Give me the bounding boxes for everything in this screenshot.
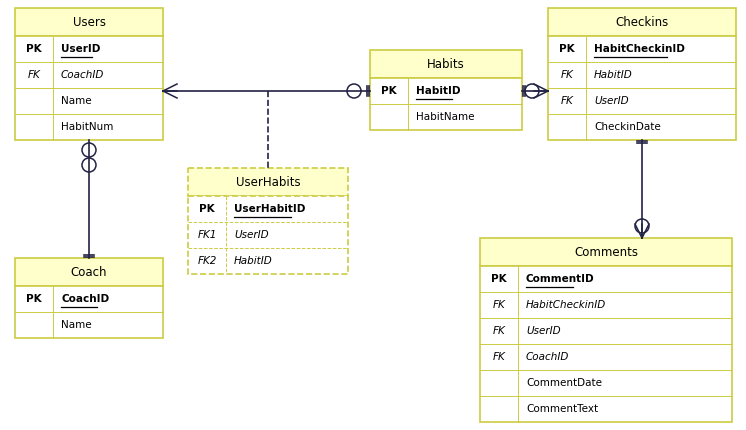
Text: PK: PK <box>381 86 397 96</box>
Text: UserHabits: UserHabits <box>236 175 301 188</box>
Text: FK: FK <box>561 96 574 106</box>
Text: HabitCheckinID: HabitCheckinID <box>526 300 606 310</box>
Text: UserID: UserID <box>526 326 561 336</box>
Bar <box>480 266 732 422</box>
Text: UserID: UserID <box>594 96 629 106</box>
Text: HabitName: HabitName <box>416 112 474 122</box>
Text: UserHabitID: UserHabitID <box>234 204 305 214</box>
Text: PK: PK <box>26 294 42 304</box>
Text: CoachID: CoachID <box>61 70 104 80</box>
Bar <box>480 238 732 266</box>
Text: FK2: FK2 <box>197 256 216 266</box>
Text: PK: PK <box>26 44 42 54</box>
Text: Users: Users <box>72 15 105 28</box>
Bar <box>188 168 348 196</box>
Text: CoachID: CoachID <box>526 352 569 362</box>
Text: UserID: UserID <box>61 44 101 54</box>
Text: Name: Name <box>61 320 92 330</box>
Text: FK: FK <box>492 352 505 362</box>
Text: HabitID: HabitID <box>594 70 633 80</box>
Bar <box>15 258 163 286</box>
Text: CoachID: CoachID <box>61 294 109 304</box>
Text: CommentText: CommentText <box>526 404 598 414</box>
Bar <box>370 50 522 78</box>
Bar <box>15 286 163 338</box>
Text: Habits: Habits <box>427 58 465 71</box>
Text: PK: PK <box>491 274 507 284</box>
Text: HabitID: HabitID <box>234 256 273 266</box>
Text: Name: Name <box>61 96 92 106</box>
Text: PK: PK <box>199 204 215 214</box>
Text: FK: FK <box>492 300 505 310</box>
Text: Coach: Coach <box>71 265 107 279</box>
Text: CheckinDate: CheckinDate <box>594 122 661 132</box>
Text: PK: PK <box>560 44 575 54</box>
Text: FK: FK <box>28 70 40 80</box>
Bar <box>188 196 348 274</box>
Text: CommentDate: CommentDate <box>526 378 602 388</box>
Bar <box>15 8 163 36</box>
Text: Checkins: Checkins <box>615 15 668 28</box>
Text: HabitID: HabitID <box>416 86 460 96</box>
Bar <box>548 36 736 140</box>
Text: FK: FK <box>492 326 505 336</box>
Text: HabitNum: HabitNum <box>61 122 113 132</box>
Text: FK: FK <box>561 70 574 80</box>
Bar <box>15 36 163 140</box>
Text: Comments: Comments <box>574 246 638 258</box>
Text: CommentID: CommentID <box>526 274 595 284</box>
Bar <box>548 8 736 36</box>
Text: FK1: FK1 <box>197 230 216 240</box>
Bar <box>370 78 522 130</box>
Text: UserID: UserID <box>234 230 269 240</box>
Text: HabitCheckinID: HabitCheckinID <box>594 44 685 54</box>
